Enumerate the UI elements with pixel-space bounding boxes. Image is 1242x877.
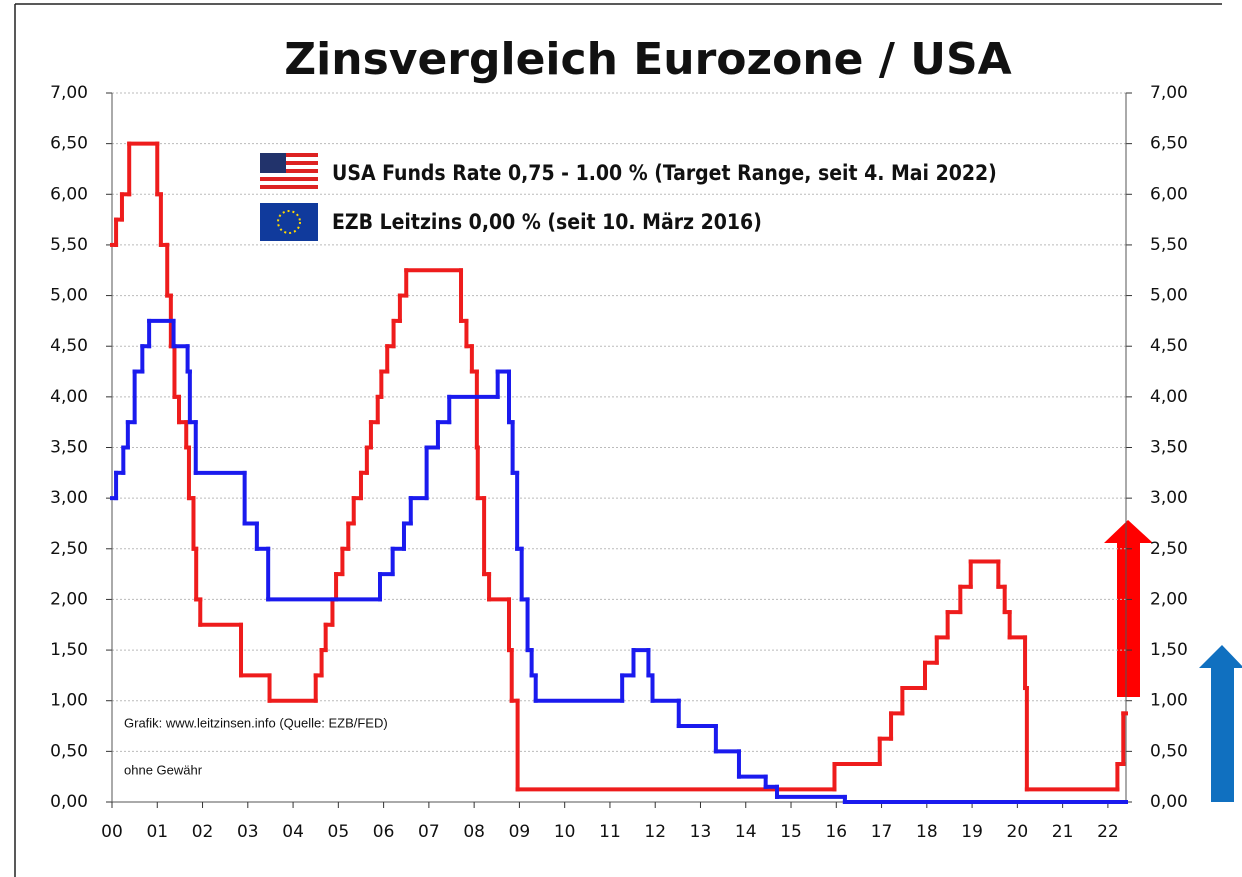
x-tick-label: 09 <box>509 822 531 842</box>
x-tick-label: 15 <box>780 822 802 842</box>
x-tick-label: 16 <box>825 822 847 842</box>
y-tick-label: 2,50 <box>50 539 88 559</box>
x-tick-label: 22 <box>1097 822 1119 842</box>
y2-tick-label: 1,50 <box>1150 640 1188 660</box>
x-tick-label: 14 <box>735 822 757 842</box>
x-tick-label: 21 <box>1052 822 1074 842</box>
y2-tick-label: 3,50 <box>1150 438 1188 458</box>
x-tick-label: 07 <box>418 822 440 842</box>
y-tick-label: 2,00 <box>50 589 88 609</box>
y2-tick-label: 1,00 <box>1150 691 1188 711</box>
y-tick-label: 6,50 <box>50 134 88 154</box>
y-tick-label: 6,00 <box>50 184 88 204</box>
y-tick-label: 5,50 <box>50 235 88 255</box>
y-tick-label: 4,50 <box>50 336 88 356</box>
y2-tick-label: 2,00 <box>1150 589 1188 609</box>
y-tick-label: 7,00 <box>50 83 88 103</box>
y-tick-label: 4,00 <box>50 387 88 407</box>
y2-tick-label: 5,50 <box>1150 235 1188 255</box>
y2-tick-label: 4,00 <box>1150 387 1188 407</box>
legend-label: EZB Leitzins 0,00 % (seit 10. März 2016) <box>332 210 762 234</box>
x-tick-label: 03 <box>237 822 259 842</box>
legend-label: USA Funds Rate 0,75 - 1.00 % (Target Ran… <box>332 161 997 185</box>
annotation: Grafik: www.leitzinsen.info (Quelle: EZB… <box>124 715 388 730</box>
y2-tick-label: 0,50 <box>1150 741 1188 761</box>
y2-tick-label: 2,50 <box>1150 539 1188 559</box>
legend: USA Funds Rate 0,75 - 1.00 % (Target Ran… <box>260 153 997 241</box>
x-tick-label: 08 <box>463 822 485 842</box>
y-tick-label: 3,00 <box>50 488 88 508</box>
x-tick-label: 20 <box>1007 822 1029 842</box>
us-flag <box>260 153 318 193</box>
y2-tick-label: 6,50 <box>1150 134 1188 154</box>
x-tick-label: 06 <box>373 822 395 842</box>
x-tick-label: 18 <box>916 822 938 842</box>
y-tick-label: 0,00 <box>50 792 88 812</box>
y2-tick-label: 0,00 <box>1150 792 1188 812</box>
x-tick-label: 00 <box>101 822 123 842</box>
x-tick-label: 19 <box>961 822 983 842</box>
y2-tick-label: 4,50 <box>1150 336 1188 356</box>
y-tick-label: 1,50 <box>50 640 88 660</box>
x-tick-label: 17 <box>871 822 893 842</box>
x-tick-label: 10 <box>554 822 576 842</box>
x-tick-label: 12 <box>644 822 666 842</box>
x-tick-label: 04 <box>282 822 304 842</box>
eu-flag <box>260 203 318 241</box>
x-tick-label: 11 <box>599 822 621 842</box>
y-tick-label: 3,50 <box>50 438 88 458</box>
annotation: ohne Gewähr <box>124 762 203 777</box>
x-tick-label: 01 <box>146 822 168 842</box>
up-arrow <box>1199 645 1242 802</box>
x-tick-label: 02 <box>192 822 214 842</box>
up-arrow <box>1104 520 1153 697</box>
y2-tick-label: 6,00 <box>1150 184 1188 204</box>
chart-title: Zinsvergleich Eurozone / USA <box>284 34 1011 85</box>
y-tick-label: 5,00 <box>50 286 88 306</box>
x-tick-label: 05 <box>328 822 350 842</box>
x-tick-label: 13 <box>690 822 712 842</box>
y-tick-label: 0,50 <box>50 741 88 761</box>
y2-tick-label: 5,00 <box>1150 286 1188 306</box>
y2-tick-label: 7,00 <box>1150 83 1188 103</box>
y2-tick-label: 3,00 <box>1150 488 1188 508</box>
y-tick-label: 1,00 <box>50 691 88 711</box>
